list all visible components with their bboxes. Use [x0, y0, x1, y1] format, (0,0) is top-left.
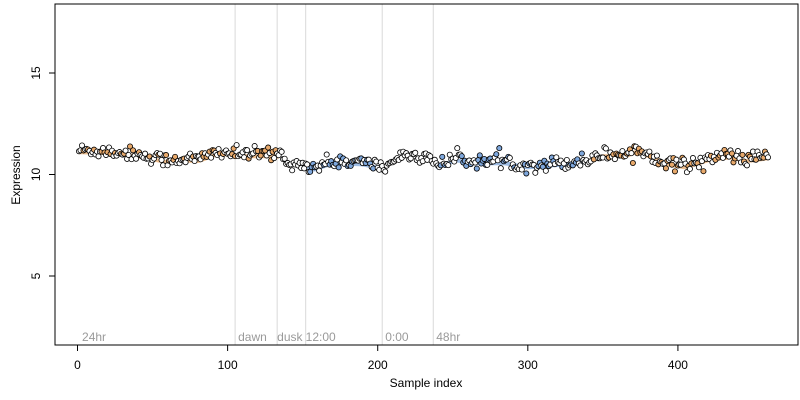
- x-axis-label: Sample index: [390, 376, 463, 390]
- data-point: [251, 143, 258, 150]
- data-point: [127, 143, 134, 150]
- data-point: [497, 165, 504, 172]
- data-points: [76, 142, 771, 177]
- data-point: [646, 148, 653, 155]
- data-point: [289, 167, 296, 174]
- data-point: [662, 165, 669, 172]
- data-point: [506, 154, 513, 161]
- data-point: [496, 145, 503, 152]
- data-point: [316, 167, 323, 174]
- annotation-5: 48hr: [436, 330, 460, 344]
- data-point: [628, 150, 635, 157]
- data-point: [427, 153, 434, 160]
- data-point: [484, 161, 491, 168]
- x-tick-label-200: 200: [368, 358, 388, 372]
- data-point: [563, 156, 570, 163]
- y-tick-label-5: 5: [29, 272, 43, 279]
- annotation-1: dawn: [238, 330, 267, 344]
- data-point: [265, 144, 272, 151]
- data-point: [271, 155, 278, 162]
- data-point: [133, 155, 140, 162]
- data-point: [208, 154, 215, 161]
- data-point: [343, 157, 350, 164]
- x-tick-label-400: 400: [668, 358, 688, 372]
- data-point: [523, 170, 530, 177]
- data-point: [734, 148, 741, 155]
- data-point: [278, 148, 285, 155]
- data-point: [686, 165, 693, 172]
- data-point: [532, 169, 539, 176]
- data-point: [518, 166, 525, 173]
- data-point: [335, 164, 342, 171]
- data-point: [163, 152, 170, 159]
- data-point: [304, 161, 311, 168]
- y-axis-label: Expression: [9, 145, 23, 204]
- data-point: [476, 152, 483, 159]
- x-tick-label-0: 0: [74, 358, 81, 372]
- annotation-4: 0:00: [385, 330, 409, 344]
- data-point: [578, 150, 585, 157]
- data-point: [668, 161, 675, 168]
- data-point: [764, 154, 771, 161]
- data-point: [125, 151, 132, 158]
- y-axis: 5 10 15: [29, 66, 55, 279]
- data-point: [439, 153, 446, 160]
- data-point: [473, 165, 480, 172]
- data-point: [158, 156, 165, 163]
- x-tick-label-100: 100: [218, 358, 238, 372]
- data-point: [719, 154, 726, 161]
- data-point: [382, 168, 389, 175]
- annotation-2: dusk: [277, 330, 303, 344]
- data-point: [244, 147, 251, 154]
- data-point: [577, 162, 584, 169]
- data-point: [553, 154, 560, 161]
- data-point: [619, 148, 626, 155]
- data-point: [542, 167, 549, 174]
- data-point: [493, 151, 500, 158]
- x-axis: 0 100 200 300 400: [74, 345, 688, 372]
- data-point: [412, 149, 419, 156]
- data-point: [689, 155, 696, 162]
- data-point: [629, 159, 636, 166]
- data-point: [539, 163, 546, 170]
- data-point: [611, 156, 618, 163]
- data-point: [743, 162, 750, 169]
- annotations: 24hr dawn dusk 12:00 0:00 48hr: [82, 330, 460, 344]
- event-vertical-lines: [234, 4, 434, 345]
- data-point: [673, 156, 680, 163]
- data-point: [695, 164, 702, 171]
- y-tick-label-15: 15: [29, 66, 43, 80]
- data-point: [700, 168, 707, 175]
- data-point: [445, 162, 452, 169]
- data-point: [172, 153, 179, 160]
- x-tick-label-300: 300: [518, 358, 538, 372]
- data-point: [602, 145, 609, 152]
- data-point: [739, 151, 746, 158]
- data-point: [653, 152, 660, 159]
- annotation-3: 12:00: [306, 330, 336, 344]
- data-point: [130, 147, 137, 154]
- data-point: [454, 145, 461, 152]
- data-point: [323, 151, 330, 158]
- data-point: [458, 153, 465, 160]
- data-point: [122, 147, 129, 154]
- data-point: [671, 168, 678, 175]
- y-tick-label-10: 10: [29, 168, 43, 182]
- annotation-0: 24hr: [82, 330, 106, 344]
- data-point: [233, 142, 240, 149]
